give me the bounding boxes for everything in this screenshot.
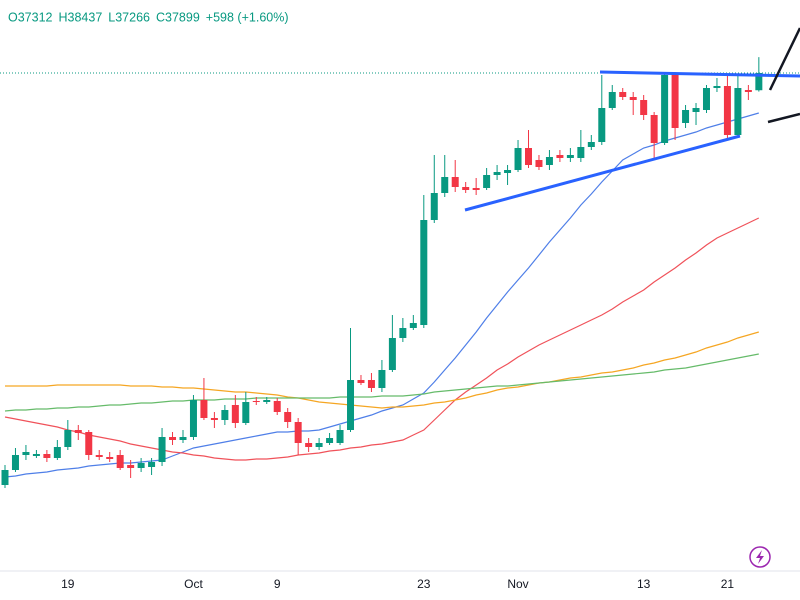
candle-body	[661, 75, 669, 143]
projection-line	[767, 112, 800, 124]
candle-body	[273, 401, 281, 412]
candle-body	[462, 187, 470, 190]
trend-line	[464, 134, 741, 212]
candle-body	[189, 400, 197, 437]
candle-body	[200, 400, 208, 418]
candle-body	[504, 170, 512, 173]
candle-body	[671, 75, 679, 128]
candle-body	[451, 177, 459, 187]
candle-body	[420, 220, 428, 325]
candle-body	[179, 437, 187, 440]
candle-body	[692, 108, 700, 112]
candle-body	[127, 465, 135, 468]
candle-body	[378, 370, 386, 388]
candle-body	[430, 193, 438, 220]
candle-body	[367, 380, 375, 388]
candle-body	[629, 97, 637, 100]
candle-body	[702, 88, 710, 110]
candle-body	[493, 172, 501, 175]
x-tick-label: 9	[274, 577, 281, 591]
candle-body	[326, 438, 334, 443]
lightning-icon[interactable]	[749, 546, 771, 568]
moving-average-line	[4, 217, 760, 461]
candle-body	[566, 155, 574, 158]
candle-body	[682, 110, 690, 123]
candle-body	[441, 177, 449, 193]
candle-body	[231, 405, 239, 423]
candle-body	[116, 455, 124, 468]
x-tick-label: 13	[637, 577, 651, 591]
ohlc-value: +598 (+1.60%)	[206, 10, 289, 24]
ohlc-value: O37312	[8, 10, 53, 24]
plot-area	[0, 57, 800, 488]
candle-body	[472, 188, 480, 190]
candle-body	[598, 108, 606, 142]
candle-body	[587, 142, 595, 147]
x-tick-label: 21	[721, 577, 735, 591]
candle-body	[723, 86, 731, 135]
candle-body	[158, 437, 166, 462]
candle-body	[399, 328, 407, 338]
candle-body	[545, 157, 553, 165]
candle-body	[388, 338, 396, 370]
candle-body	[525, 148, 532, 165]
candle-body	[242, 402, 250, 423]
candle-body	[210, 418, 218, 420]
candle-body	[608, 92, 616, 108]
candle-body	[263, 400, 271, 402]
candle-body	[514, 148, 522, 170]
candle-body	[755, 72, 763, 91]
candle-body	[252, 401, 260, 402]
candle-body	[357, 380, 365, 383]
candle-body	[64, 430, 72, 447]
candle-body	[650, 115, 658, 143]
candle-body	[305, 443, 313, 447]
candle-body	[640, 100, 648, 115]
candle-body	[284, 412, 292, 422]
candle-body	[535, 160, 543, 167]
candle-body	[32, 454, 40, 456]
projection-line	[768, 27, 800, 91]
candle-body	[409, 323, 417, 328]
candle-body	[137, 463, 145, 468]
candle-body	[734, 88, 742, 135]
candle-body	[619, 92, 627, 97]
ohlc-value: H38437	[58, 10, 102, 24]
candle-body	[221, 410, 229, 420]
candle-body	[744, 90, 752, 92]
candle-body	[106, 457, 114, 459]
candle-body	[294, 422, 302, 443]
x-tick-label: Nov	[507, 577, 528, 591]
candle-body	[556, 155, 564, 158]
candle-body	[315, 443, 323, 447]
candle-body	[1, 470, 9, 485]
candle-body	[74, 430, 82, 433]
candle-body	[43, 454, 51, 458]
candle-body	[53, 447, 61, 458]
candle-body	[169, 437, 177, 440]
candle-body	[22, 452, 30, 455]
x-tick-label: Oct	[184, 577, 203, 591]
x-tick-label: 19	[61, 577, 75, 591]
candle-body	[148, 462, 156, 467]
trend-line	[599, 70, 800, 78]
candle-body	[11, 455, 19, 470]
candle-body	[85, 432, 93, 455]
ohlc-value: C37899	[156, 10, 200, 24]
moving-average-line	[5, 331, 759, 409]
candle-body	[577, 147, 585, 158]
candle-body	[713, 86, 721, 88]
x-tick-label: 23	[417, 577, 431, 591]
candle-body	[347, 380, 355, 430]
candle-body	[95, 455, 103, 457]
candle-body	[483, 175, 491, 188]
ohlc-value: L37266	[108, 10, 150, 24]
candle-body	[336, 430, 344, 443]
moving-average-line	[4, 353, 759, 412]
ohlc-header: O37312 H38437 L37266 C37899 +598 (+1.60%)	[8, 10, 289, 24]
